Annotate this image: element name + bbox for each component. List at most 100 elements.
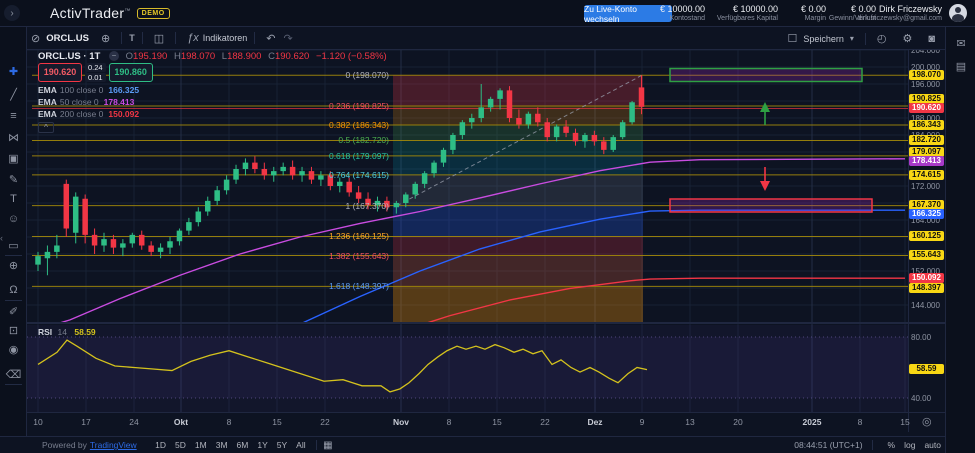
candle (308, 166, 315, 184)
range-6m[interactable]: 6M (236, 440, 249, 450)
range-3m[interactable]: 3M (215, 440, 228, 450)
panel-expand-icon[interactable]: › (4, 5, 20, 21)
ema-line[interactable] (35, 158, 906, 331)
legend-collapse-button[interactable]: ^ (38, 122, 54, 133)
indicator-legend-row[interactable]: EMA 200 close 0 150.092 (38, 109, 140, 119)
symbol-legend[interactable]: ORCL.US · 1T − O195.190 H198.070 L188.90… (38, 51, 387, 62)
legend-hide-icon[interactable]: − (108, 51, 119, 62)
rail-collapse-icon[interactable]: ‹ (0, 233, 3, 243)
candle (82, 194, 88, 244)
indicators-button[interactable]: Indikatoren (202, 33, 248, 43)
log-scale-button[interactable]: log (904, 440, 916, 450)
percent-scale-button[interactable]: % (887, 440, 896, 450)
scroll-reset-icon[interactable]: ◎ (922, 416, 932, 428)
candle (638, 75, 645, 115)
avatar[interactable] (949, 4, 967, 22)
forecast-tool[interactable]: ▣ (8, 152, 19, 165)
fib-label: 0.764 (174.615) (328, 169, 389, 180)
news-icon[interactable]: ▤ (955, 61, 967, 73)
layout-icon[interactable]: ☐ (787, 33, 798, 45)
chevron-down-icon[interactable]: ▾ (849, 34, 854, 43)
redo-icon[interactable]: ↷ (283, 32, 293, 45)
text-tool[interactable]: T (10, 193, 17, 205)
mail-icon[interactable]: ✉ (956, 38, 966, 50)
pane-separator[interactable] (27, 322, 945, 324)
crosshair-tool[interactable]: ✚ (8, 65, 19, 78)
range-all[interactable]: All (296, 440, 306, 450)
candle (374, 196, 381, 212)
fib-band (393, 155, 643, 175)
auto-scale-button[interactable]: auto (924, 440, 941, 450)
fib-trendline[interactable] (396, 74, 643, 207)
drawing-mode-tool[interactable]: ✐ (8, 305, 19, 318)
delete-tool[interactable]: ⌫ (5, 368, 22, 381)
clock[interactable]: 08:44:51 (UTC+1) (794, 440, 863, 450)
fib-band (393, 125, 643, 141)
fib-label: 1.618 (148.397) (328, 281, 389, 292)
account-metric: € 0.00 Gewinn/Verlust (828, 4, 876, 22)
symbol-search[interactable]: ORCL.US (46, 32, 89, 44)
price-badge: 150.092 (909, 273, 944, 283)
bottom-bar: Powered by TradingView 1D 5D 1M 3M 6M 1Y 5Y All… (0, 436, 945, 453)
account-user[interactable]: Dirk Friczewsky dirk.friczewsky@gmail.co… (857, 4, 942, 22)
candle (478, 84, 484, 123)
zoom-tool[interactable]: ⊕ (8, 259, 19, 272)
rsi-line[interactable] (37, 339, 648, 393)
time-tick: 9 (639, 417, 645, 427)
high-value: 198.070 (180, 51, 216, 62)
measure-tool[interactable]: ▭ (8, 239, 19, 252)
trendline-tool[interactable]: ╱ (10, 88, 17, 101)
price-badge: 182.720 (909, 135, 944, 145)
camera-icon[interactable]: ◙ (928, 32, 935, 45)
save-button[interactable]: Speichern (803, 33, 844, 44)
magnet-tool[interactable]: Ω (9, 284, 18, 296)
lock-tool[interactable]: ⊡ (8, 324, 19, 337)
gear-icon[interactable]: ⚙ (902, 33, 913, 45)
tradingview-link[interactable]: TradingView (89, 440, 137, 450)
range-5d[interactable]: 5D (175, 440, 186, 450)
price-badge: 160.125 (909, 231, 944, 241)
go-to-date-icon[interactable]: ▦ (323, 439, 333, 451)
range-5y[interactable]: 5Y (276, 440, 288, 450)
candle (337, 177, 343, 193)
rsi-tick: 40.00 (911, 394, 932, 403)
buy-button[interactable]: 190.860 (108, 62, 153, 82)
fib-tool[interactable]: ≡ (10, 110, 17, 122)
candle (271, 166, 277, 182)
switch-to-live-button[interactable]: Zu Live-Konto wechseln (584, 4, 672, 24)
candle (619, 120, 626, 140)
brush-tool[interactable]: ✎ (8, 173, 19, 186)
alert-icon[interactable]: ◴ (876, 33, 887, 45)
candle (261, 162, 268, 180)
support-zone[interactable] (669, 198, 873, 213)
chart-style-icon[interactable]: ◫ (153, 32, 165, 45)
fx-icon: ƒx (187, 32, 199, 44)
undo-icon[interactable]: ↶ (266, 32, 276, 45)
range-1m[interactable]: 1M (194, 440, 207, 450)
rsi-band (27, 337, 908, 398)
compare-add-icon[interactable]: ⊕ (100, 32, 111, 45)
top-bar: › ActivTrader™ DEMO Zu Live-Konto wechse… (0, 0, 975, 27)
pattern-tool[interactable]: ⋈ (8, 131, 19, 144)
rsi-badge: 58.59 (909, 364, 944, 374)
emoji-tool[interactable]: ☺ (7, 213, 20, 225)
target-zone[interactable] (669, 67, 863, 83)
timeframe-button[interactable]: T (129, 33, 135, 43)
rsi-legend[interactable]: RSI 14 58.59 (38, 327, 96, 337)
price-tick: 204.000 (911, 46, 940, 55)
range-1d[interactable]: 1D (155, 440, 167, 450)
hide-all-tool[interactable]: ◉ (8, 343, 19, 356)
indicator-legend-row[interactable]: EMA 100 close 0 166.325 (38, 85, 140, 95)
range-1y[interactable]: 1Y (257, 440, 268, 450)
indicator-legend-row[interactable]: EMA 50 close 0 178.413 (38, 97, 135, 107)
candle (91, 228, 98, 254)
candle (459, 120, 466, 140)
search-icon[interactable]: ⊘ (31, 32, 41, 45)
candle (365, 192, 371, 210)
candle (54, 234, 60, 259)
sell-button[interactable]: 190.620 (38, 62, 82, 82)
up-arrow-head (760, 102, 770, 112)
ema-line[interactable] (390, 277, 905, 335)
ema-line[interactable] (240, 209, 905, 352)
